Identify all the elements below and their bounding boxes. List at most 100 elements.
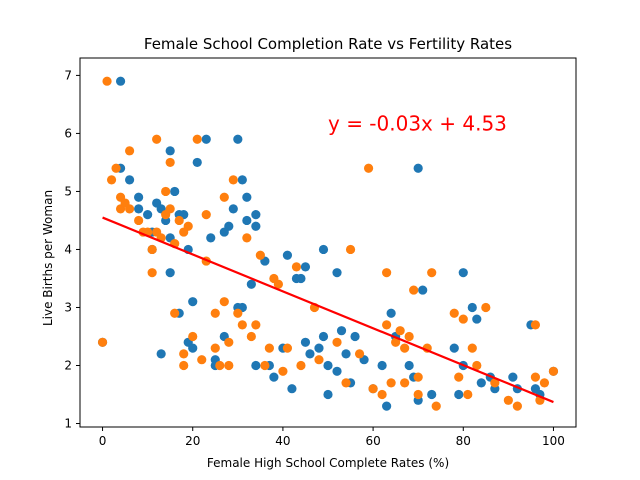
data-point [287, 384, 297, 394]
data-point [413, 372, 423, 382]
data-point [512, 401, 522, 411]
data-point [242, 233, 252, 243]
data-point [404, 360, 414, 371]
data-point [458, 268, 468, 278]
data-point [183, 221, 193, 231]
data-point [106, 175, 117, 185]
y-tick-label: 3 [64, 300, 72, 314]
data-point [386, 378, 396, 388]
data-point [481, 302, 491, 313]
data-point [341, 378, 351, 388]
data-point [413, 389, 423, 400]
data-point [418, 285, 428, 295]
data-point [125, 175, 135, 185]
data-point [323, 360, 333, 371]
regression-equation: y = -0.03x + 4.53 [328, 112, 507, 136]
data-point [165, 204, 175, 214]
data-point [413, 163, 423, 173]
data-point [188, 331, 198, 342]
data-point [363, 163, 374, 173]
data-point [449, 343, 459, 353]
data-point [224, 360, 234, 371]
data-point [251, 221, 261, 231]
data-point [305, 349, 315, 359]
x-tick-label: 40 [275, 434, 290, 448]
plot-frame [79, 57, 577, 428]
data-point [219, 297, 229, 307]
data-point [449, 308, 459, 318]
data-point [179, 360, 189, 371]
data-point [188, 343, 198, 353]
data-point [242, 192, 252, 202]
data-point [332, 366, 342, 376]
data-point [134, 204, 144, 214]
data-point [251, 320, 261, 330]
data-point [314, 343, 324, 353]
y-axis-label: Live Births per Woman [41, 190, 55, 326]
data-point [476, 378, 486, 388]
data-point [354, 349, 365, 359]
data-point [174, 215, 184, 226]
data-point [228, 175, 238, 185]
x-tick-label: 80 [456, 434, 471, 448]
data-point [188, 297, 198, 307]
data-point [345, 244, 356, 255]
data-point [237, 175, 247, 185]
data-point [143, 210, 153, 220]
data-point [215, 360, 225, 371]
data-point [278, 366, 288, 376]
data-point [503, 395, 513, 405]
data-point [463, 389, 473, 400]
data-point [206, 233, 216, 243]
y-tick-label: 6 [64, 126, 72, 140]
data-point [332, 268, 342, 278]
data-point [201, 210, 211, 220]
data-point [237, 320, 247, 330]
data-point [427, 268, 437, 278]
data-point [282, 343, 293, 353]
data-point [382, 401, 392, 411]
data-point [336, 326, 347, 336]
data-point [467, 302, 477, 313]
data-point [233, 134, 243, 144]
y-tick-label: 2 [64, 359, 72, 373]
data-point [165, 157, 175, 168]
data-point [300, 337, 311, 347]
data-point [134, 192, 144, 202]
data-point [224, 221, 234, 231]
data-point [296, 273, 306, 284]
data-point [341, 349, 351, 359]
data-point [152, 134, 162, 144]
data-point [431, 401, 441, 411]
data-point [179, 349, 189, 359]
x-tick-label: 100 [542, 434, 565, 448]
data-point [224, 337, 234, 347]
data-point [409, 285, 419, 295]
data-point [404, 331, 414, 342]
data-point [125, 204, 135, 214]
y-tick-label: 1 [64, 417, 72, 431]
data-point [210, 343, 220, 353]
axes: 0 20 40 60 80 100 1 2 3 4 5 6 7 [64, 57, 577, 448]
data-point [269, 372, 279, 382]
data-point [165, 146, 175, 156]
data-point [377, 389, 387, 400]
regression-layer [102, 216, 554, 404]
regression-line [102, 216, 554, 404]
data-point [219, 192, 229, 202]
data-point [273, 279, 283, 289]
data-point [530, 372, 541, 382]
data-point [368, 384, 378, 394]
data-point [242, 215, 252, 226]
data-point [300, 262, 311, 272]
x-axis-label: Female High School Complete Rates (%) [207, 456, 449, 470]
data-point [264, 343, 274, 353]
data-point [251, 210, 261, 220]
data-point [386, 308, 396, 318]
data-point [282, 250, 293, 260]
data-point [147, 268, 157, 278]
data-point [170, 186, 180, 197]
data-point [377, 360, 387, 371]
data-point [111, 163, 121, 173]
